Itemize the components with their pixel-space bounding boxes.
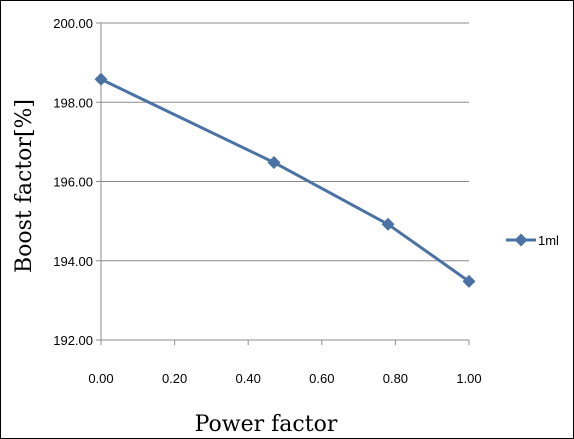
y-tick-label: 196.00 <box>53 175 93 190</box>
x-tick-label: 0.20 <box>162 371 187 386</box>
data-point <box>381 217 395 231</box>
gridlines <box>101 22 469 262</box>
data-point <box>94 72 108 86</box>
series <box>94 72 476 288</box>
x-axis-title: Power factor <box>195 412 338 437</box>
series-line-1ml <box>100 77 470 283</box>
legend-label-1ml: 1ml <box>538 233 559 248</box>
legend-marker <box>514 233 528 247</box>
x-tick-label: 0.60 <box>309 371 334 386</box>
x-tick-label: 1.00 <box>456 371 481 386</box>
y-tick-label: 192.00 <box>53 333 93 348</box>
axes <box>96 22 470 345</box>
x-tick-label: 0.80 <box>383 371 408 386</box>
x-tick-label: 0.40 <box>236 371 261 386</box>
x-tick-labels: 0.00 0.20 0.40 0.60 0.80 1.00 <box>88 371 481 386</box>
legend: 1ml <box>506 233 559 248</box>
y-axis-title: Boost factor[%] <box>12 99 37 273</box>
data-point <box>462 274 476 288</box>
y-tick-label: 194.00 <box>53 254 93 269</box>
y-tick-label: 200.00 <box>53 16 93 31</box>
data-point <box>267 155 281 169</box>
y-tick-label: 198.00 <box>53 95 93 110</box>
y-tick-labels: 192.00 194.00 196.00 198.00 200.00 <box>53 16 93 348</box>
x-tick-label: 0.00 <box>88 371 113 386</box>
